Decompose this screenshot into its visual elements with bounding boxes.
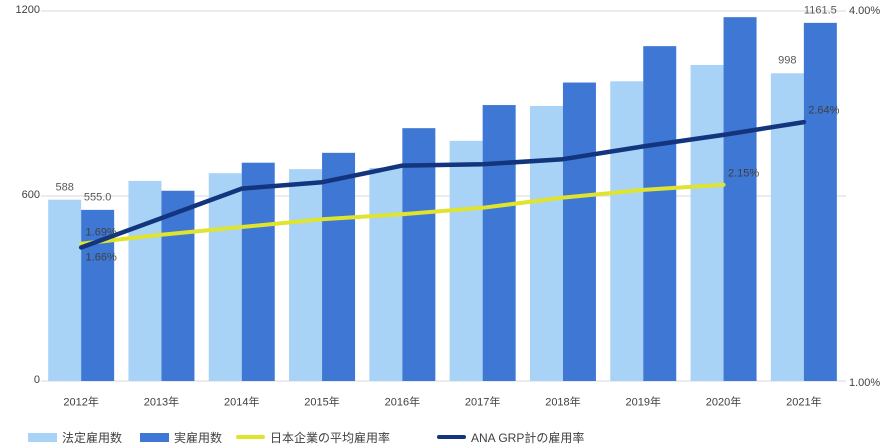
- bar-legal-quota-2012: [48, 199, 82, 381]
- bar-actual-2015: [322, 152, 356, 381]
- legend-item-japan-avg-rate: 日本企業の平均雇用率: [236, 429, 390, 445]
- line-japan-avg-rate: [79, 182, 726, 246]
- legal-quota-swatch: [28, 432, 57, 442]
- bar-actual-2018: [562, 82, 596, 382]
- legend-label: ANA GRP計の雇用率: [471, 430, 585, 445]
- legend-item-ana-grp-rate: ANA GRP計の雇用率: [437, 429, 584, 445]
- actual-swatch: [140, 432, 169, 442]
- legend-label: 法定雇用数: [62, 430, 123, 445]
- bar-legal-quota-2015: [289, 169, 323, 381]
- legend-label: 日本企業の平均雇用率: [270, 430, 391, 445]
- bar-actual-2013: [161, 190, 195, 381]
- bar-legal-quota-2018: [529, 105, 563, 381]
- bar-actual-2021: [803, 22, 837, 382]
- legend-item-legal-quota: 法定雇用数: [28, 429, 122, 445]
- line-ana-grp-rate: [78, 119, 807, 250]
- bar-legal-quota-2019: [610, 81, 644, 382]
- bar-legal-quota-2013: [128, 180, 162, 381]
- bar-legal-quota-2014: [208, 173, 242, 381]
- legend-item-actual: 実雇用数: [140, 429, 222, 445]
- bar-actual-2014: [241, 162, 275, 381]
- bar-actual-2017: [482, 105, 516, 382]
- bar-legal-quota-2016: [369, 167, 403, 381]
- bar-actual-2020: [723, 17, 757, 382]
- ana-grp-rate-swatch: [437, 435, 466, 439]
- bar-legal-quota-2017: [449, 140, 483, 381]
- bar-actual-2019: [643, 46, 677, 382]
- bar-actual-2016: [402, 128, 436, 381]
- bar-legal-quota-2020: [690, 64, 724, 381]
- japan-avg-rate-swatch: [236, 435, 265, 439]
- legend-label: 実雇用数: [174, 430, 223, 445]
